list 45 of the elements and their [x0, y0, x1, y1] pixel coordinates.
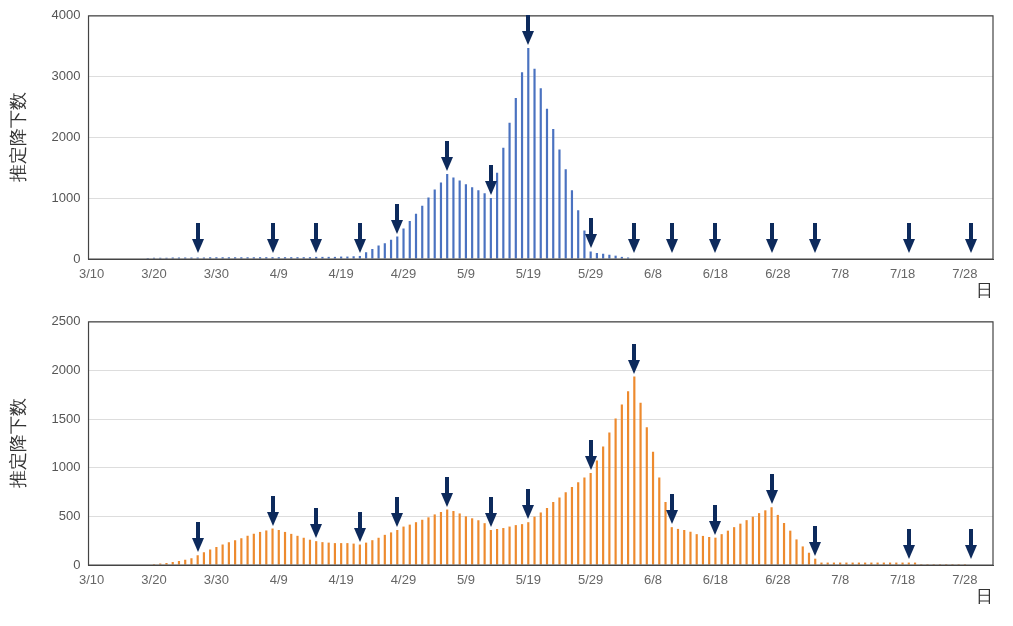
x-tick-label: 7/28: [952, 572, 978, 588]
x-tick-label: 4/9: [269, 266, 288, 282]
y-axis-title: 推定降下数: [7, 92, 28, 183]
x-tick-label: 3/30: [203, 572, 230, 588]
y-tick-label: 4000: [51, 7, 81, 23]
x-tick-label: 6/8: [644, 572, 663, 588]
x-tick-label: 3/30: [203, 266, 230, 282]
x-tick-label: 5/29: [578, 266, 604, 282]
x-tick-label: 7/18: [889, 572, 916, 588]
x-tick-label: 7/28: [952, 266, 978, 282]
x-tick-label: 7/8: [831, 572, 850, 588]
x-tick-label: 7/18: [889, 266, 916, 282]
x-tick-label: 5/19: [515, 266, 541, 282]
y-tick-label: 2500: [51, 313, 81, 329]
x-tick-label: 5/9: [456, 572, 475, 588]
x-axis-title: 日: [976, 587, 993, 607]
x-tick-label: 7/8: [831, 266, 850, 282]
x-tick-label: 5/19: [515, 572, 541, 588]
x-tick-label: 3/10: [78, 266, 105, 282]
y-tick-label: 500: [58, 507, 81, 523]
y-tick-label: 3000: [51, 68, 81, 84]
x-tick-label: 4/19: [328, 572, 354, 588]
x-tick-label: 4/29: [390, 572, 417, 588]
y-axis-title: 推定降下数: [7, 398, 28, 489]
x-tick-label: 6/28: [765, 266, 791, 282]
y-tick-label: 1500: [51, 410, 81, 426]
x-tick-label: 6/18: [702, 266, 729, 282]
x-tick-label: 3/10: [78, 572, 105, 588]
y-tick-label: 2000: [51, 362, 81, 378]
x-tick-label: 6/18: [702, 572, 729, 588]
x-tick-label: 5/29: [578, 572, 604, 588]
x-tick-label: 4/19: [328, 266, 354, 282]
y-tick-label: 1000: [51, 189, 81, 205]
x-tick-label: 4/9: [269, 572, 288, 588]
x-tick-label: 4/29: [390, 266, 417, 282]
y-tick-label: 0: [73, 556, 81, 572]
x-tick-label: 5/9: [456, 266, 475, 282]
y-tick-label: 2000: [51, 128, 81, 144]
x-tick-label: 6/28: [765, 572, 791, 588]
y-tick-label: 1000: [51, 459, 81, 475]
x-axis-title: 日: [976, 281, 993, 301]
y-tick-label: 0: [73, 250, 81, 266]
x-tick-label: 3/20: [141, 572, 167, 588]
x-tick-label: 3/20: [141, 266, 167, 282]
x-tick-label: 6/8: [644, 266, 663, 282]
